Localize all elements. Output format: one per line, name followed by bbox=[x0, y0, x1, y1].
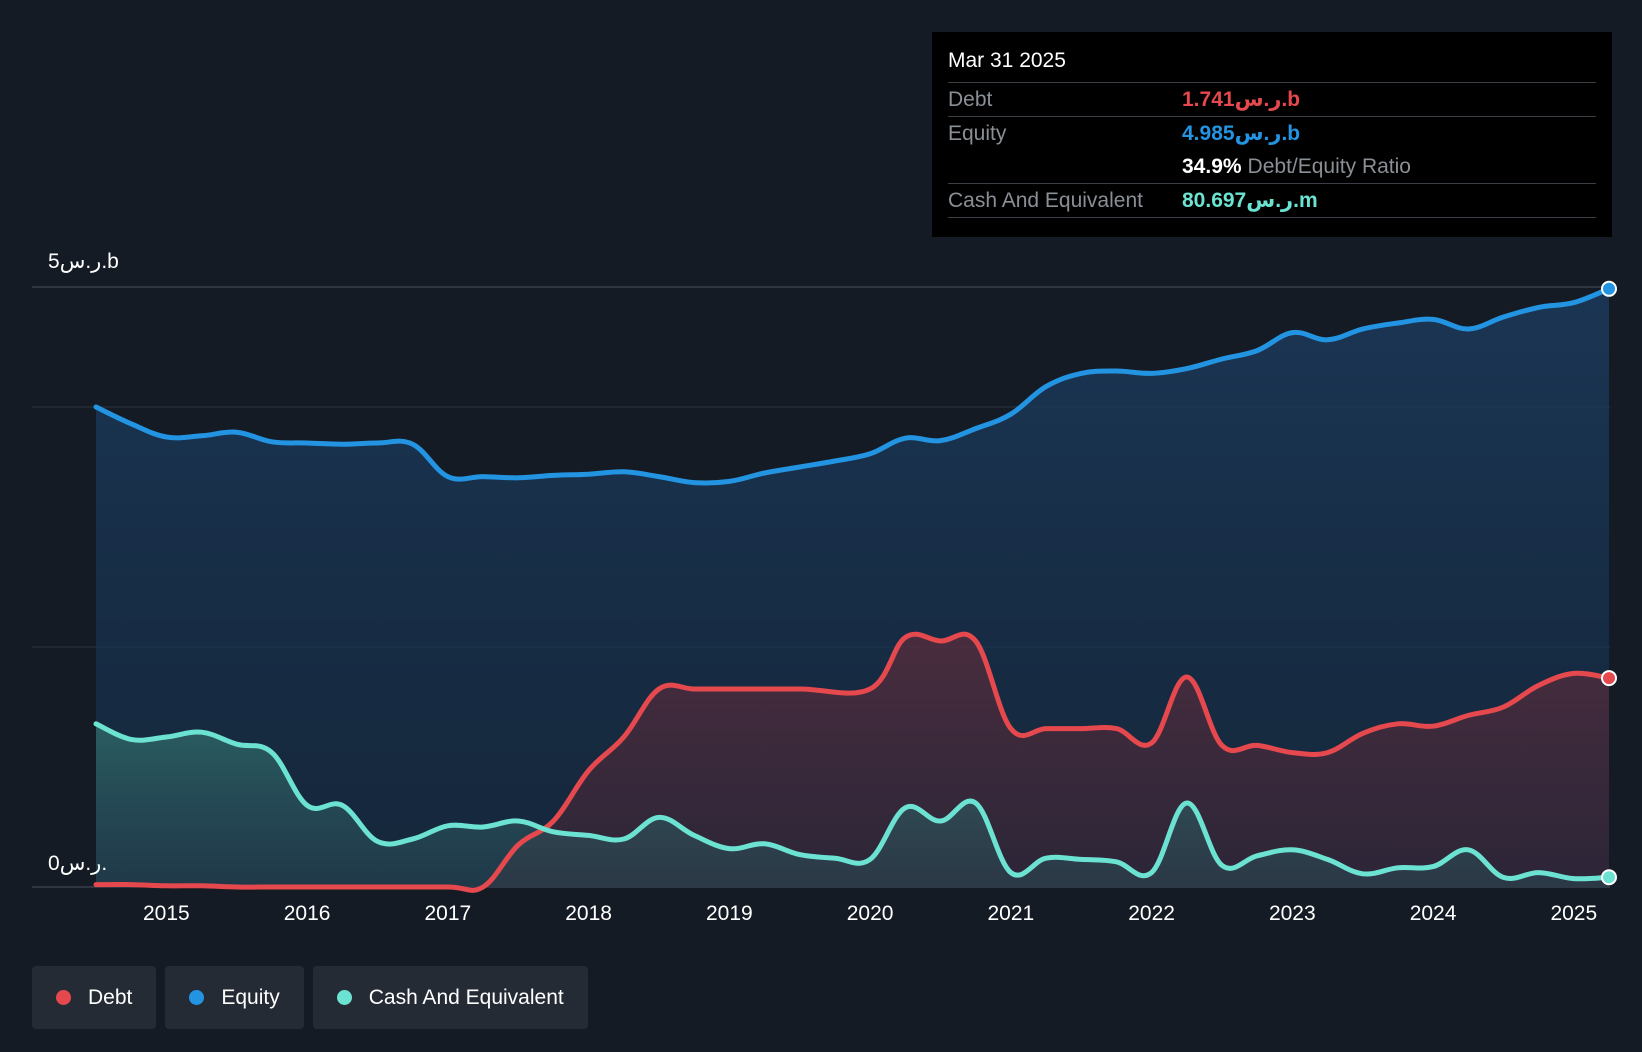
legend-item-equity[interactable]: Equity bbox=[165, 966, 304, 1029]
series-areas bbox=[96, 288, 1609, 891]
tooltip-cash-value: 80.697ر.س.m bbox=[1182, 189, 1318, 212]
tooltip-equity-value: 4.985ر.س.b bbox=[1182, 122, 1301, 145]
series-endpoints bbox=[1601, 280, 1617, 886]
legend-cash-label: Cash And Equivalent bbox=[368, 985, 564, 1009]
tooltip-cash-row: Cash And Equivalent 80.697ر.س.m bbox=[948, 184, 1596, 218]
x-tick-label: 2019 bbox=[706, 902, 753, 925]
equity-area bbox=[96, 288, 1609, 887]
debt-line bbox=[93, 631, 1612, 893]
x-tick-label: 2020 bbox=[847, 902, 894, 925]
tooltip-equity-label: Equity bbox=[948, 121, 1007, 145]
equity-dot-icon bbox=[189, 990, 205, 1005]
x-tick-label: 2024 bbox=[1410, 902, 1457, 925]
y-axis-bottom-label: 0ر.س. bbox=[48, 852, 108, 875]
cash-line bbox=[93, 721, 1612, 882]
tooltip-debt-label: Debt bbox=[948, 87, 993, 111]
x-tick-label: 2025 bbox=[1550, 902, 1597, 925]
cash-dot-icon bbox=[336, 990, 352, 1005]
cash-endpoint bbox=[1601, 869, 1617, 886]
equity-endpoint bbox=[1601, 280, 1617, 297]
tooltip-equity-row: Equity 4.985ر.س.b bbox=[948, 117, 1596, 150]
legend-item-cash[interactable]: Cash And Equivalent bbox=[312, 966, 588, 1029]
series-lines bbox=[93, 286, 1612, 893]
tooltip-ratio-label: Debt/Equity Ratio bbox=[1247, 154, 1411, 178]
debt-area bbox=[96, 634, 1609, 891]
tooltip-debt-value: 1.741ر.س.b bbox=[1182, 88, 1301, 111]
x-tick-label: 2018 bbox=[565, 902, 612, 925]
cash-area bbox=[96, 723, 1609, 887]
legend-debt-label: Debt bbox=[88, 985, 133, 1009]
legend: Debt Equity Cash And Equivalent bbox=[32, 966, 588, 1029]
x-tick-label: 2021 bbox=[987, 902, 1034, 925]
x-tick-label: 2023 bbox=[1269, 902, 1316, 925]
tooltip-panel: Mar 31 2025 Debt 1.741ر.س.b Equity 4.985… bbox=[932, 32, 1612, 237]
tooltip-ratio-row: 34.9% Debt/Equity Ratio bbox=[948, 150, 1596, 184]
x-tick-label: 2017 bbox=[425, 902, 472, 925]
x-tick-label: 2016 bbox=[284, 902, 331, 925]
y-axis-top-label: 5ر.س.b bbox=[48, 250, 119, 273]
tooltip-debt-row: Debt 1.741ر.س.b bbox=[948, 83, 1596, 117]
x-axis-ticks: 2015 2016 2017 2018 2019 2020 2021 2022 2023 2024… bbox=[143, 902, 1597, 925]
debt-endpoint bbox=[1601, 670, 1617, 687]
equity-line bbox=[93, 286, 1612, 486]
tooltip-date: Mar 31 2025 bbox=[948, 46, 1596, 83]
x-tick-label: 2022 bbox=[1128, 902, 1175, 925]
legend-item-debt[interactable]: Debt bbox=[32, 966, 157, 1029]
legend-equity-label: Equity bbox=[221, 985, 280, 1009]
x-tick-label: 2015 bbox=[143, 902, 190, 925]
tooltip-ratio-value: 34.9% bbox=[1182, 154, 1242, 178]
tooltip-cash-label: Cash And Equivalent bbox=[948, 188, 1143, 212]
debt-dot-icon bbox=[56, 990, 71, 1005]
